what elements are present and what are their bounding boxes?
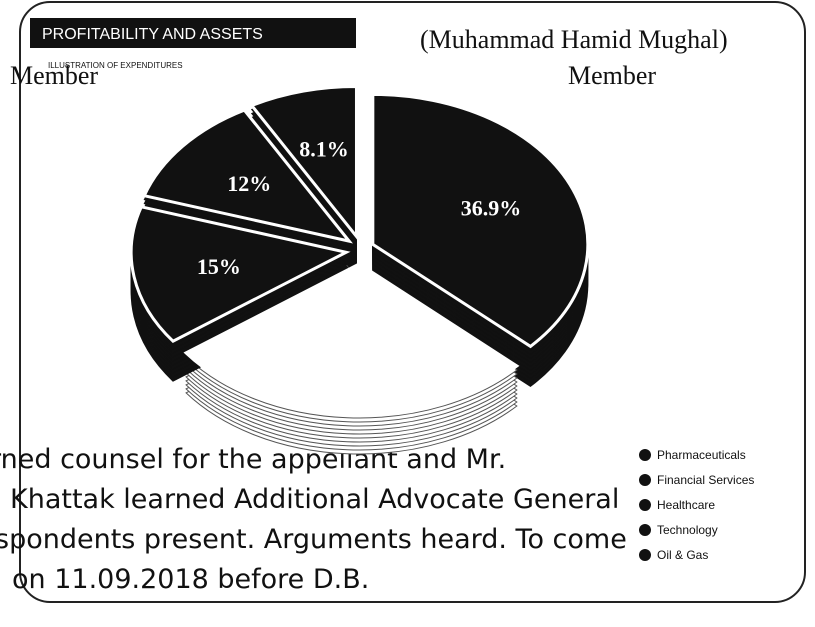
data-label: 15% — [197, 254, 241, 279]
legend-label: Healthcare — [657, 498, 715, 512]
legend-marker — [639, 549, 651, 561]
legend-label: Oil & Gas — [657, 548, 708, 562]
member-right: Member — [568, 61, 656, 90]
legend-label: Financial Services — [657, 473, 754, 487]
doc-line: spondents present. Arguments heard. To c… — [0, 524, 627, 555]
pie: 36.9% 15% 12% 8.1% — [131, 86, 588, 454]
legend-marker — [639, 524, 651, 536]
data-label: 12% — [227, 171, 271, 196]
chart: (Muhammad Hamid Mughal) Member Member rn… — [0, 0, 815, 627]
legend-label: Pharmaceuticals — [657, 448, 746, 462]
data-label: 36.9% — [461, 195, 522, 220]
page: (Muhammad Hamid Mughal) Member Member rn… — [0, 0, 815, 627]
legend-marker — [639, 499, 651, 511]
chart-title: PROFITABILITY AND ASSETS — [42, 26, 263, 43]
chart-subtitle: ILLUSTRATION OF EXPENDITURES — [48, 61, 183, 70]
legend: Pharmaceuticals Financial Services Healthc… — [639, 448, 754, 562]
doc-line: rned counsel for the appellant and Mr. — [0, 444, 506, 475]
legend-label: Technology — [657, 523, 718, 537]
doc-line: on 11.09.2018 before D.B. — [12, 564, 369, 595]
doc-line: Khattak learned Additional Advocate Gene… — [10, 484, 619, 515]
data-label: 8.1% — [299, 136, 349, 161]
legend-marker — [639, 474, 651, 486]
legend-marker — [639, 449, 651, 461]
signature: (Muhammad Hamid Mughal) — [420, 25, 728, 54]
